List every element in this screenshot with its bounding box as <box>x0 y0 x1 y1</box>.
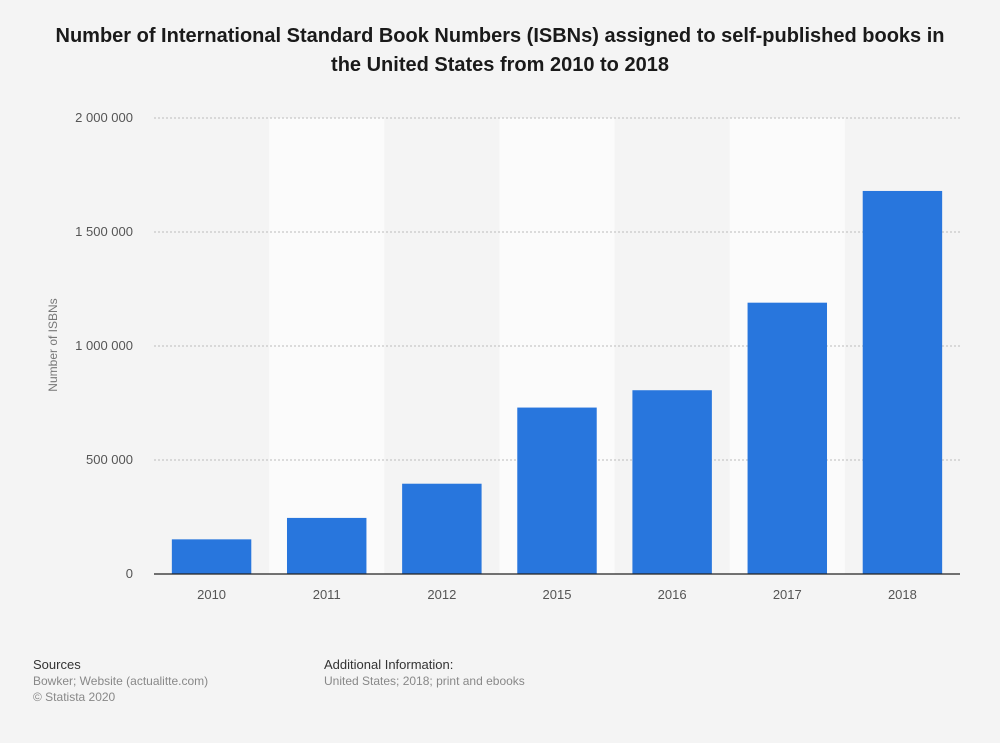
bar-2011[interactable] <box>286 517 367 574</box>
sources-heading: Sources <box>33 657 81 672</box>
bar-2018[interactable] <box>862 190 943 574</box>
y-tick-label: 0 <box>126 566 133 581</box>
y-tick-label: 2 000 000 <box>75 110 133 125</box>
chart-title: Number of International Standard Book Nu… <box>55 25 945 76</box>
bar-chart: 0 500 000 1 000 000 1 500 000 2 000 000 2010… <box>46 110 960 602</box>
bar-2016[interactable] <box>632 390 712 574</box>
sources-block: Sources Bowker; Website (actualitte.com)… <box>33 657 208 705</box>
bar-2012[interactable] <box>402 483 482 574</box>
additional-info-heading: Additional Information: <box>324 657 454 672</box>
x-tick-label: 2016 <box>658 587 687 602</box>
y-tick-label: 1 000 000 <box>75 338 133 353</box>
x-tick-label: 2010 <box>197 587 226 602</box>
x-tick-label: 2011 <box>313 587 341 602</box>
additional-info-line: United States; 2018; print and ebooks <box>324 674 525 688</box>
copyright-line: © Statista 2020 <box>33 690 116 704</box>
bar-2017[interactable] <box>747 302 828 574</box>
x-tick-label: 2015 <box>543 587 572 602</box>
y-tick-label: 500 000 <box>86 452 133 467</box>
sources-line: Bowker; Website (actualitte.com) <box>33 674 209 688</box>
y-axis-title: Number of ISBNs <box>46 298 60 391</box>
y-tick-label: 1 500 000 <box>75 224 133 239</box>
additional-info-block: Additional Information: United States; 2… <box>324 657 525 689</box>
x-tick-label: 2017 <box>773 587 802 602</box>
bar-2010[interactable] <box>171 539 252 574</box>
bar-2015[interactable] <box>517 407 597 574</box>
x-tick-label: 2018 <box>888 587 917 602</box>
x-tick-label: 2012 <box>427 587 456 602</box>
